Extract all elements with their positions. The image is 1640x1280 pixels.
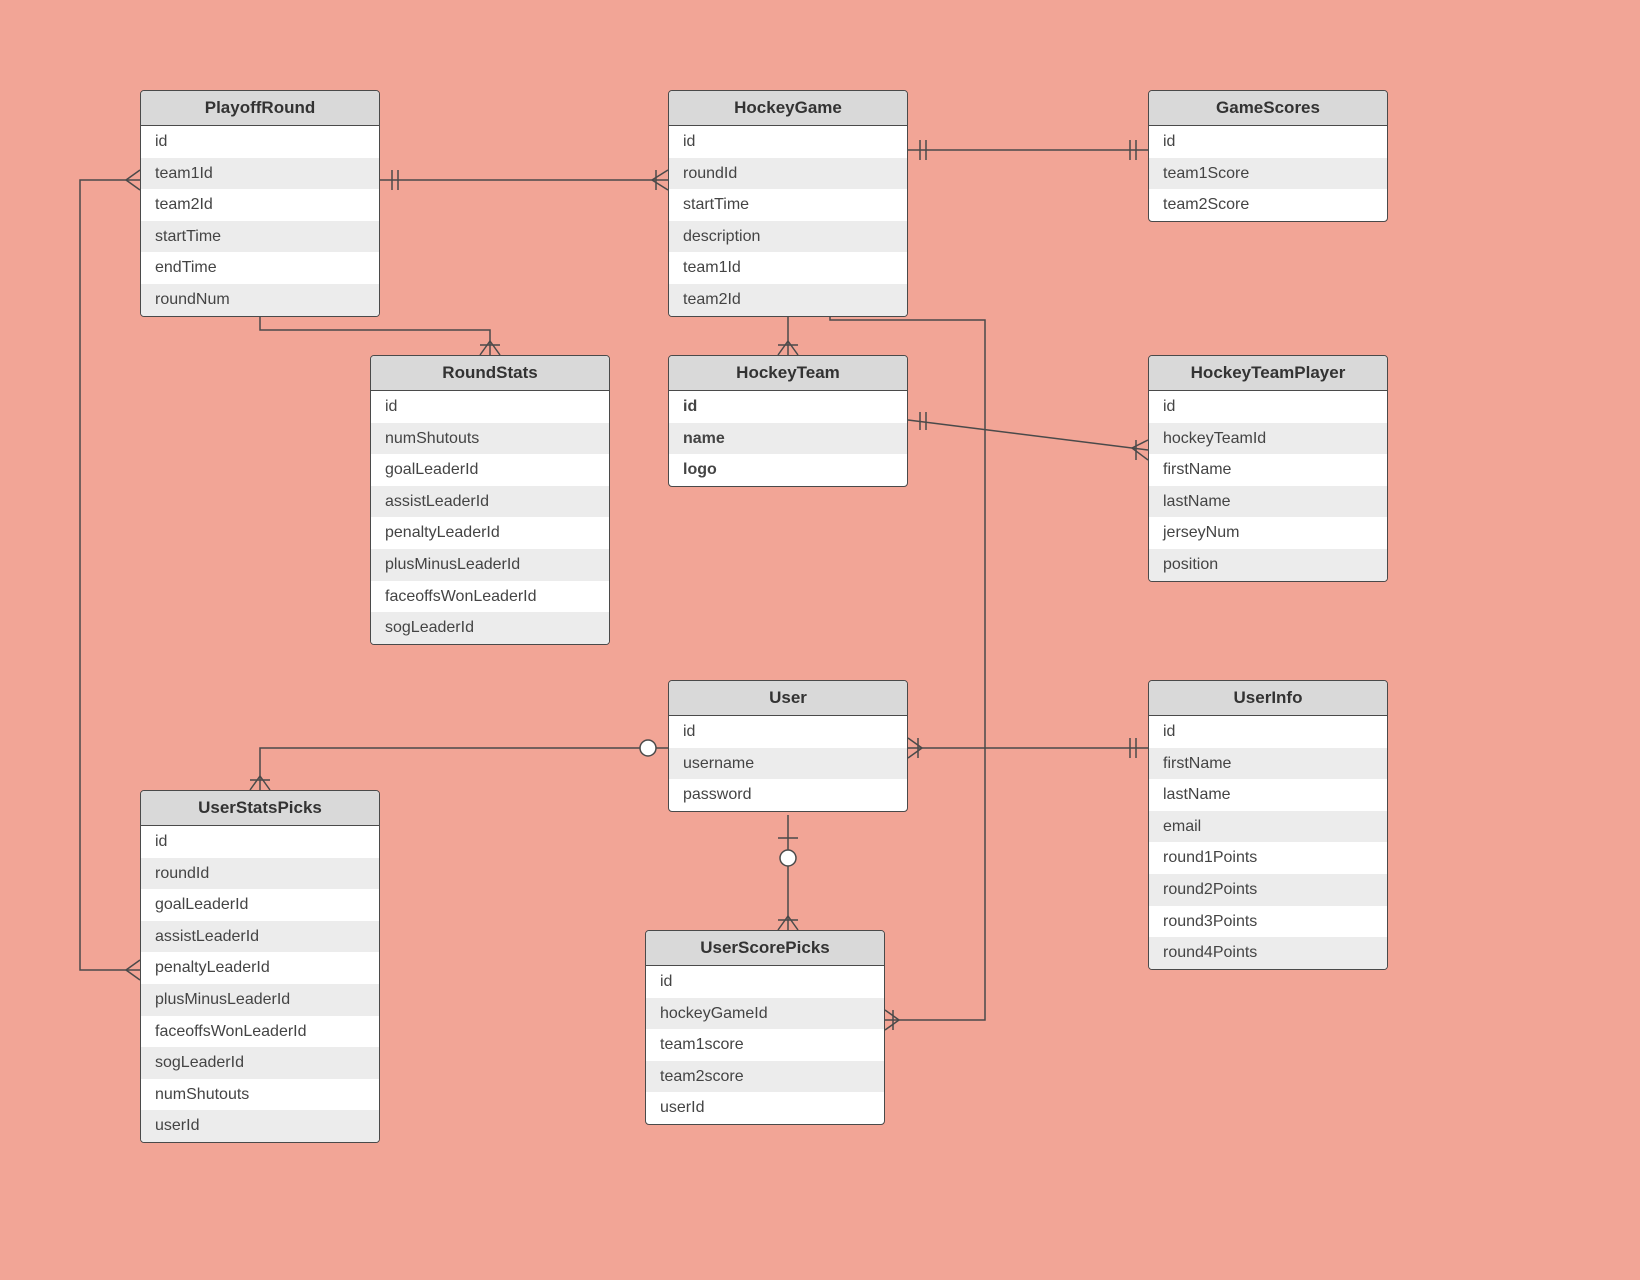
attr: assistLeaderId	[371, 486, 609, 518]
attr: team1Id	[669, 252, 907, 284]
attr: jerseyNum	[1149, 517, 1387, 549]
attr: firstName	[1149, 454, 1387, 486]
attr: id	[1149, 126, 1387, 158]
attr: userId	[141, 1110, 379, 1142]
entity-hockeygame: HockeyGame id roundId startTime descript…	[668, 90, 908, 317]
attr: sogLeaderId	[141, 1047, 379, 1079]
attr: firstName	[1149, 748, 1387, 780]
entity-title: HockeyGame	[669, 91, 907, 126]
attr: goalLeaderId	[371, 454, 609, 486]
attr: faceoffsWonLeaderId	[141, 1016, 379, 1048]
entity-title: UserInfo	[1149, 681, 1387, 716]
attr: name	[669, 423, 907, 455]
attr: id	[141, 826, 379, 858]
attr: userId	[646, 1092, 884, 1124]
attr: id	[669, 391, 907, 423]
entity-title: PlayoffRound	[141, 91, 379, 126]
attr: id	[1149, 391, 1387, 423]
attr: id	[371, 391, 609, 423]
entity-userstatspicks: UserStatsPicks id roundId goalLeaderId a…	[140, 790, 380, 1143]
entity-user: User id username password	[668, 680, 908, 812]
attr: team1score	[646, 1029, 884, 1061]
entity-title: UserStatsPicks	[141, 791, 379, 826]
attr: hockeyTeamId	[1149, 423, 1387, 455]
attr: numShutouts	[141, 1079, 379, 1111]
attr: penaltyLeaderId	[141, 952, 379, 984]
attr: round3Points	[1149, 906, 1387, 938]
attr: id	[646, 966, 884, 998]
attr: id	[669, 126, 907, 158]
attr: lastName	[1149, 486, 1387, 518]
attr: startTime	[669, 189, 907, 221]
entity-hockeyteam: HockeyTeam id name logo	[668, 355, 908, 487]
attr: roundNum	[141, 284, 379, 316]
entity-gamescores: GameScores id team1Score team2Score	[1148, 90, 1388, 222]
attr: assistLeaderId	[141, 921, 379, 953]
attr: id	[669, 716, 907, 748]
entity-title: GameScores	[1149, 91, 1387, 126]
attr: roundId	[141, 858, 379, 890]
entity-title: HockeyTeam	[669, 356, 907, 391]
attr: team2Id	[141, 189, 379, 221]
attr: team2Score	[1149, 189, 1387, 221]
attr: position	[1149, 549, 1387, 581]
attr: hockeyGameId	[646, 998, 884, 1030]
attr: team2Id	[669, 284, 907, 316]
attr: sogLeaderId	[371, 612, 609, 644]
attr: lastName	[1149, 779, 1387, 811]
attr: email	[1149, 811, 1387, 843]
attr: goalLeaderId	[141, 889, 379, 921]
attr: roundId	[669, 158, 907, 190]
entity-title: UserScorePicks	[646, 931, 884, 966]
attr: username	[669, 748, 907, 780]
attr: id	[1149, 716, 1387, 748]
entity-userinfo: UserInfo id firstName lastName email rou…	[1148, 680, 1388, 970]
entity-title: User	[669, 681, 907, 716]
attr: startTime	[141, 221, 379, 253]
attr: round1Points	[1149, 842, 1387, 874]
attr: id	[141, 126, 379, 158]
attr: password	[669, 779, 907, 811]
attr: faceoffsWonLeaderId	[371, 581, 609, 613]
attr: plusMinusLeaderId	[141, 984, 379, 1016]
attr: team2score	[646, 1061, 884, 1093]
attr: round2Points	[1149, 874, 1387, 906]
entity-playoffround: PlayoffRound id team1Id team2Id startTim…	[140, 90, 380, 317]
entity-userscorepicks: UserScorePicks id hockeyGameId team1scor…	[645, 930, 885, 1125]
entity-hockeyteamplayer: HockeyTeamPlayer id hockeyTeamId firstNa…	[1148, 355, 1388, 582]
attr: logo	[669, 454, 907, 486]
entity-roundstats: RoundStats id numShutouts goalLeaderId a…	[370, 355, 610, 645]
entity-title: HockeyTeamPlayer	[1149, 356, 1387, 391]
attr: round4Points	[1149, 937, 1387, 969]
attr: plusMinusLeaderId	[371, 549, 609, 581]
er-diagram-canvas: PlayoffRound id team1Id team2Id startTim…	[0, 0, 1640, 1280]
entity-title: RoundStats	[371, 356, 609, 391]
attr: team1Id	[141, 158, 379, 190]
attr: penaltyLeaderId	[371, 517, 609, 549]
attr: endTime	[141, 252, 379, 284]
attr: numShutouts	[371, 423, 609, 455]
attr: team1Score	[1149, 158, 1387, 190]
attr: description	[669, 221, 907, 253]
